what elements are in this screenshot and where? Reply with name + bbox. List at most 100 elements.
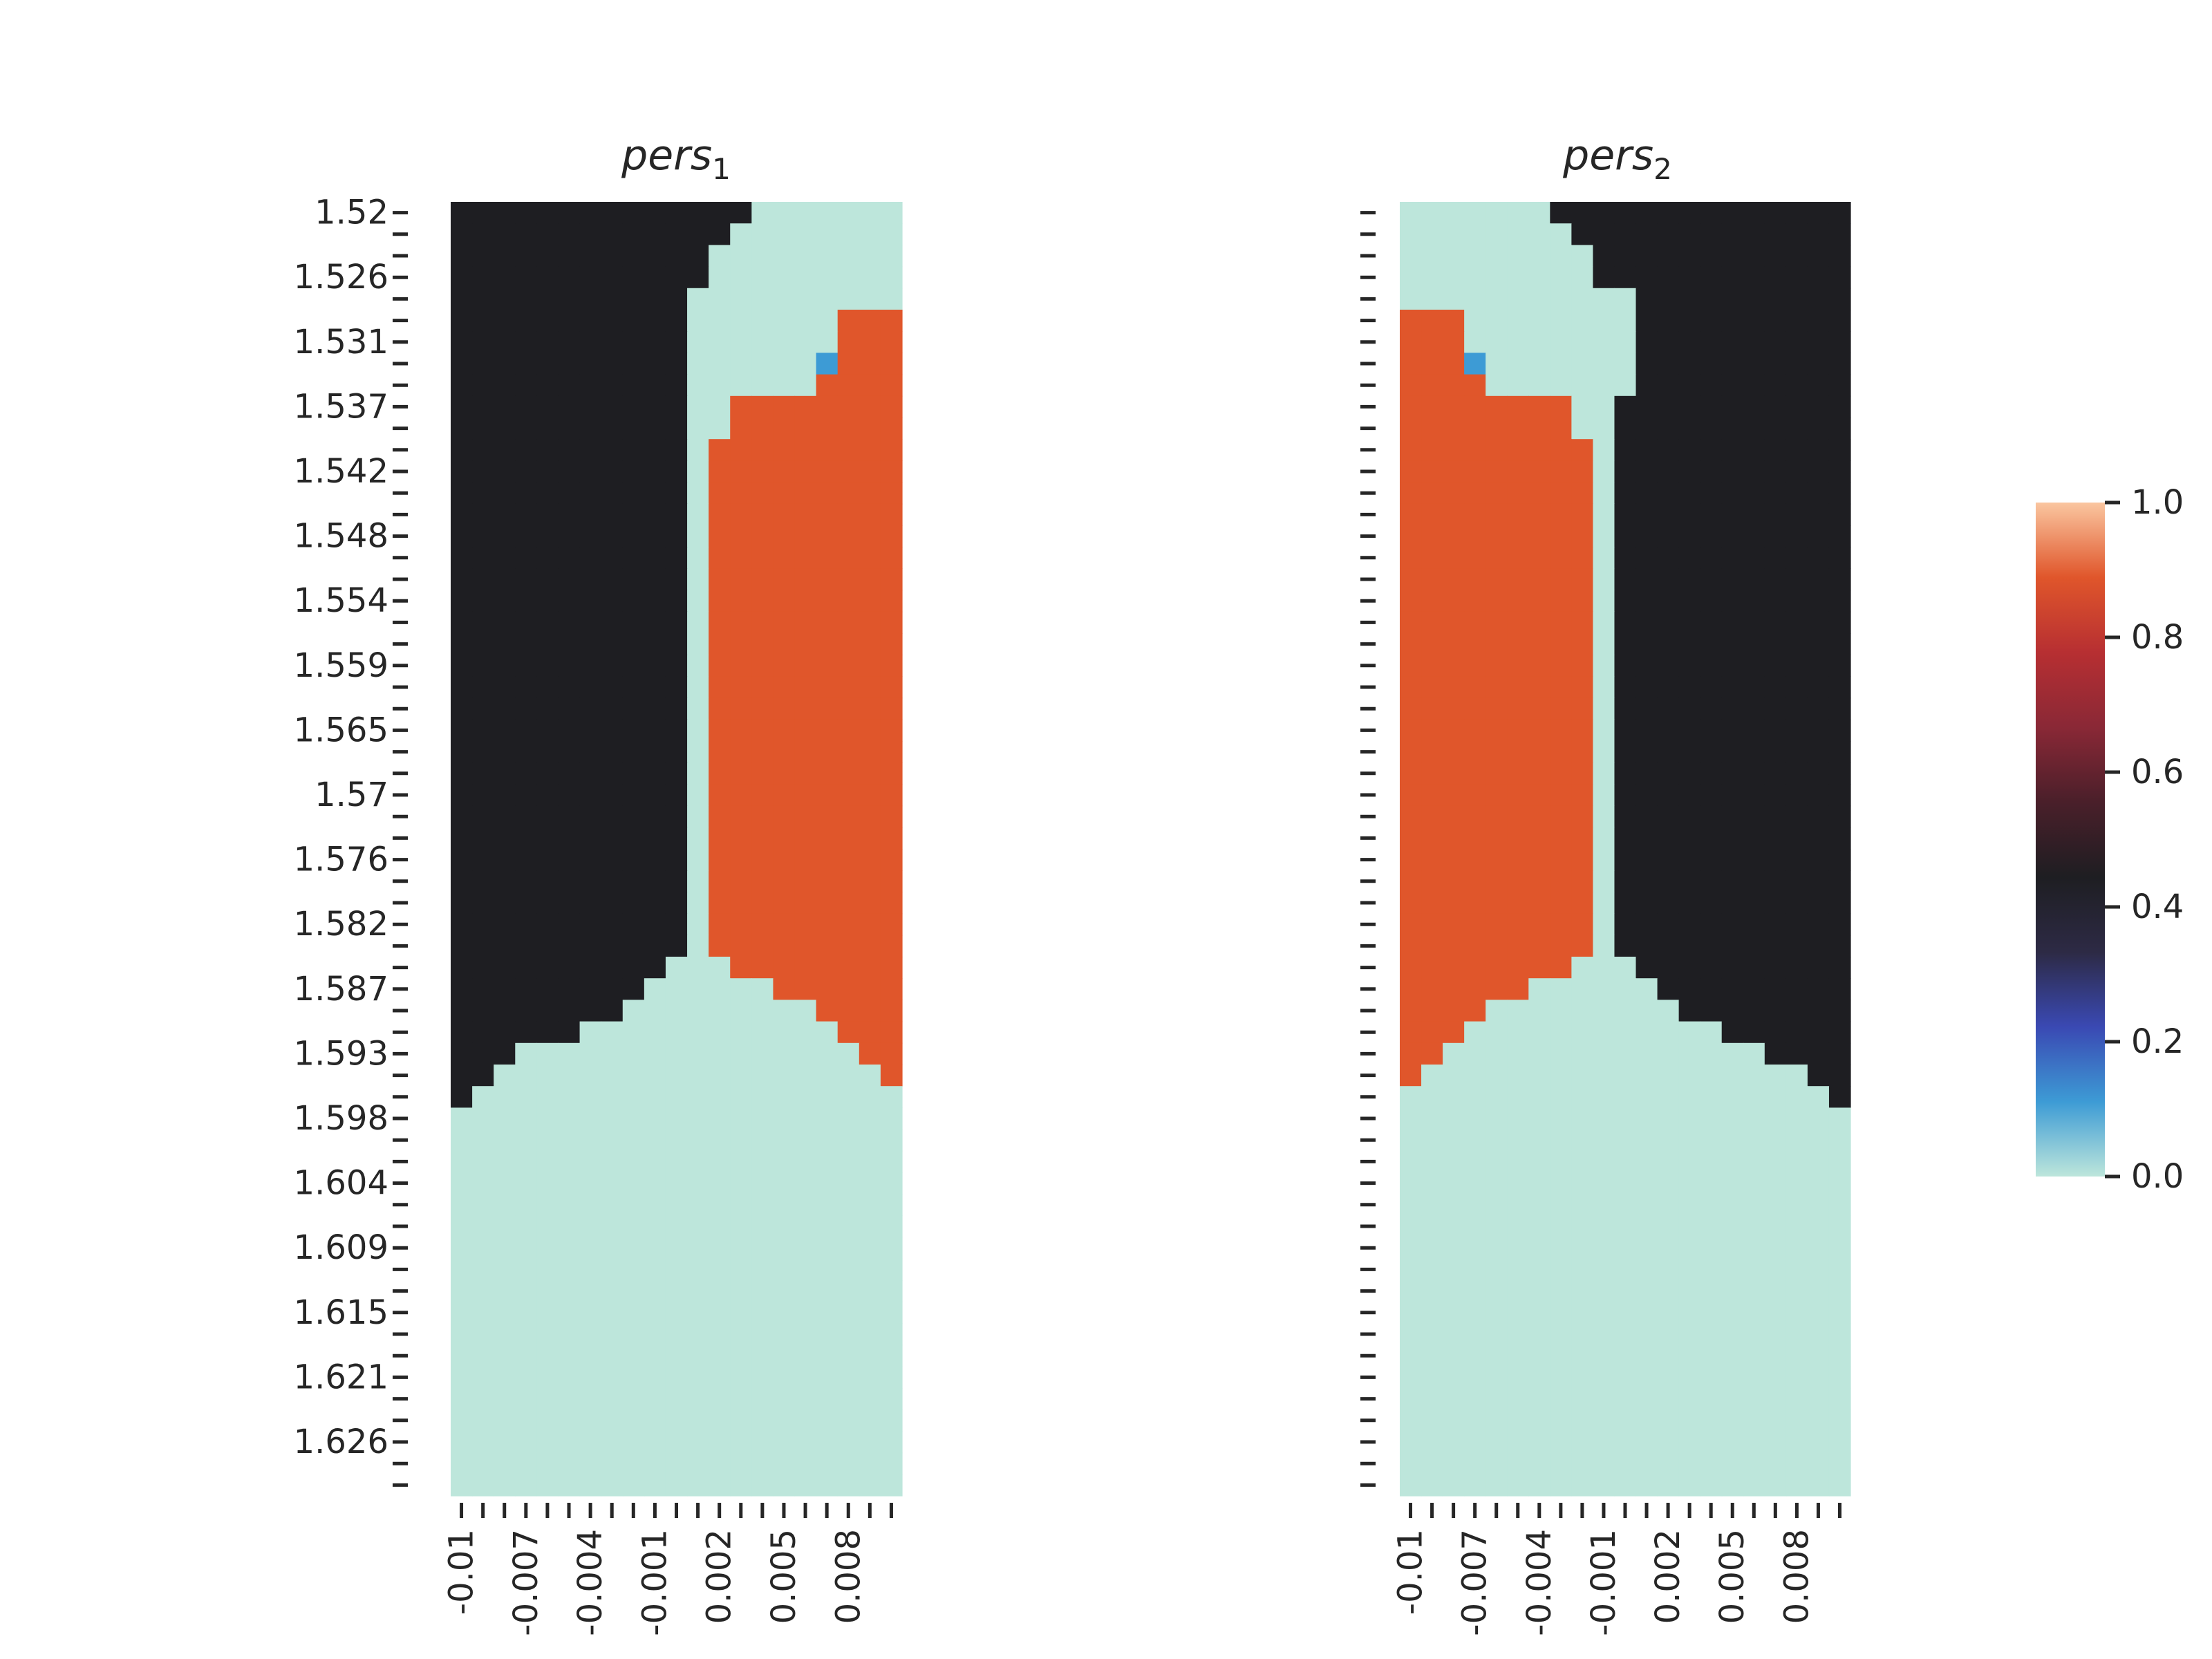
heatmap-cell [623,310,645,332]
heatmap-cell [1550,547,1572,569]
heatmap-cell [472,849,494,871]
heatmap-cell [1443,849,1465,871]
heatmap-cell [472,720,494,742]
heatmap-cell [1507,547,1529,569]
heatmap-cell [1765,1388,1787,1410]
heatmap-cell [623,525,645,547]
heatmap-cell [1400,460,1422,482]
heatmap-cell [536,1000,559,1022]
heatmap-cell [536,1065,559,1087]
heatmap-cell [1571,1431,1593,1453]
heatmap-cell [1507,1453,1529,1475]
heatmap-cell [1421,914,1443,936]
heatmap-cell [773,676,795,698]
heatmap-cell [1829,741,1851,763]
heatmap-cell [1550,892,1572,914]
heatmap-cell [1528,806,1550,828]
heatmap-cell [666,827,688,850]
heatmap-cell [666,655,688,677]
heatmap-cell [1786,1086,1808,1108]
heatmap-cell [1829,914,1851,936]
heatmap-cell [1507,827,1529,850]
heatmap-cell [580,1302,602,1324]
heatmap-cell [644,698,666,720]
heatmap-cell [1593,353,1615,375]
heatmap-cell [515,223,537,245]
heatmap-cell [730,741,752,763]
heatmap-cell [1614,762,1636,785]
heatmap-cell [816,1065,838,1087]
heatmap-cell [859,1151,881,1173]
heatmap-cell [1765,1022,1787,1044]
heatmap-cell [601,267,624,289]
heatmap-cell [859,957,881,979]
heatmap-cell [1636,245,1658,267]
heatmap-cell [644,1086,666,1108]
heatmap-cell [451,504,473,526]
heatmap-cell [1421,590,1443,612]
heatmap-cell [1421,1345,1443,1367]
heatmap-cell [859,806,881,828]
heatmap-cell [1571,957,1593,979]
heatmap-cell [558,1409,580,1432]
heatmap-cell [1421,762,1443,785]
heatmap-cell [687,353,709,375]
heatmap-cell [601,1000,624,1022]
heatmap-cell [881,1474,903,1497]
heatmap-cell [859,849,881,871]
heatmap-cell [494,1259,516,1281]
heatmap-cell [536,827,559,850]
heatmap-cell [580,310,602,332]
heatmap-cell [1722,698,1744,720]
heatmap-cell [1550,827,1572,850]
heatmap-cell [1743,1022,1765,1044]
heatmap-cell [1485,633,1508,655]
heatmap-cell [1658,1323,1680,1345]
heatmap-cell [515,978,537,1000]
heatmap-cell [1636,223,1658,245]
heatmap-cell [451,288,473,310]
heatmap-cell [451,1474,473,1497]
heatmap-cell [558,1000,580,1022]
heatmap-cell [1829,935,1851,957]
heatmap-cell [451,655,473,677]
heatmap-cell [709,698,731,720]
heatmap-cell [687,331,709,353]
heatmap-cell [1679,1237,1701,1259]
heatmap-cell [623,245,645,267]
heatmap-cell [795,1259,817,1281]
heatmap-cell [1464,439,1486,461]
heatmap-cell [816,1000,838,1022]
heatmap-cell [494,1323,516,1345]
heatmap-cell [1722,1323,1744,1345]
heatmap-cell [1464,460,1486,482]
heatmap-cell [859,1194,881,1216]
heatmap-cell [1808,784,1830,806]
heatmap-cell [666,741,688,763]
heatmap-cell [1743,957,1765,979]
heatmap-cell [1700,978,1723,1000]
heatmap-cell [687,267,709,289]
heatmap-cell [1829,223,1851,245]
heatmap-cell [1658,267,1680,289]
heatmap-cell [709,1151,731,1173]
heatmap-cell [1507,1000,1529,1022]
heatmap-cell [1550,1259,1572,1281]
heatmap-cell [751,849,774,871]
heatmap-cell [1485,1409,1508,1432]
heatmap-cell [1550,1367,1572,1389]
heatmap-cell [1829,1409,1851,1432]
heatmap-cell [644,633,666,655]
y-tick-label: 1.52 [315,194,388,232]
heatmap-cell [1700,1409,1723,1432]
heatmap-cell [623,1323,645,1345]
heatmap-cell [601,1474,624,1497]
heatmap-cell [666,1323,688,1345]
heatmap-cell [859,1043,881,1065]
heatmap-cell [816,827,838,850]
heatmap-cell [1507,1043,1529,1065]
heatmap-cell [1507,892,1529,914]
heatmap-cell [773,202,795,224]
heatmap-cell [623,935,645,957]
heatmap-cell [1571,1043,1593,1065]
